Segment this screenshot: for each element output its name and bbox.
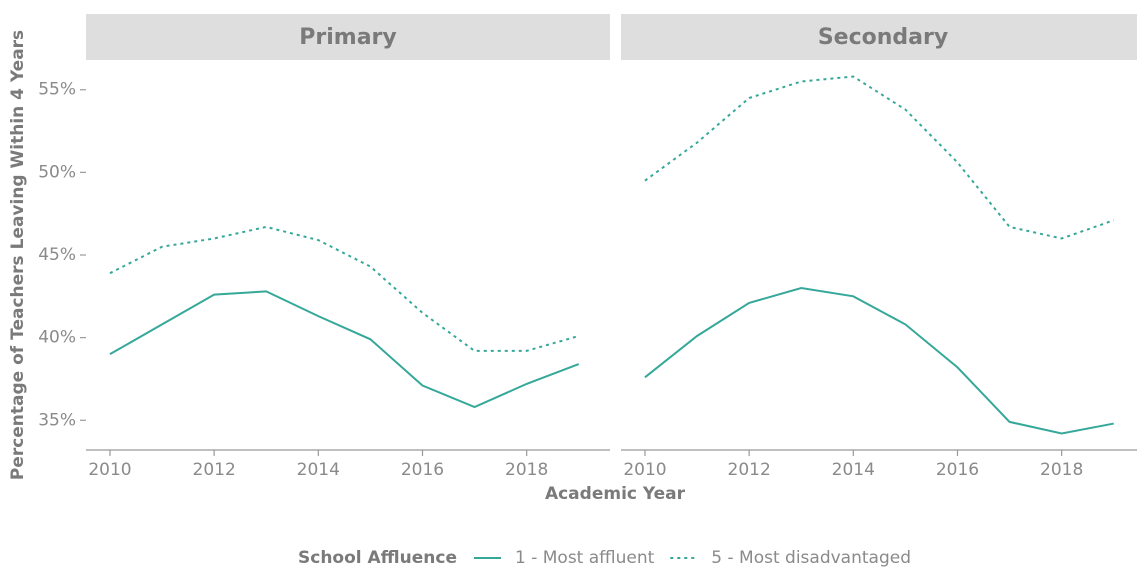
series-line xyxy=(109,290,580,409)
x-tick-label: 2012 xyxy=(193,460,236,480)
series-line xyxy=(109,225,580,352)
x-tick-label: 2016 xyxy=(401,460,444,480)
y-tick-label: 35% xyxy=(38,410,76,430)
x-tick-label: 2010 xyxy=(88,460,131,480)
legend-label: 5 - Most disadvantaged xyxy=(711,548,911,568)
x-axis-label: Academic Year xyxy=(545,484,686,504)
y-axis-label: Percentage of Teachers Leaving Within 4 … xyxy=(8,30,28,480)
facet-strip xyxy=(86,14,610,60)
x-tick-label: 2016 xyxy=(936,460,979,480)
legend-title: School Affluence xyxy=(298,548,457,568)
x-tick-label: 2014 xyxy=(832,460,875,480)
y-tick-label: 55% xyxy=(38,80,76,100)
y-tick-label: 40% xyxy=(38,328,76,348)
x-tick-label: 2018 xyxy=(1040,460,1083,480)
x-tick-label: 2012 xyxy=(728,460,771,480)
x-tick-label: 2014 xyxy=(297,460,340,480)
legend-label: 1 - Most affluent xyxy=(515,548,655,568)
y-tick-label: 50% xyxy=(38,162,76,182)
x-tick-label: 2018 xyxy=(505,460,548,480)
y-tick-label: 45% xyxy=(38,245,76,265)
series-line xyxy=(644,75,1115,240)
series-line xyxy=(644,287,1114,435)
facet-strip xyxy=(621,14,1137,60)
x-tick-label: 2010 xyxy=(623,460,666,480)
facet-title: Primary xyxy=(299,25,396,50)
facet-title: Secondary xyxy=(818,25,948,50)
